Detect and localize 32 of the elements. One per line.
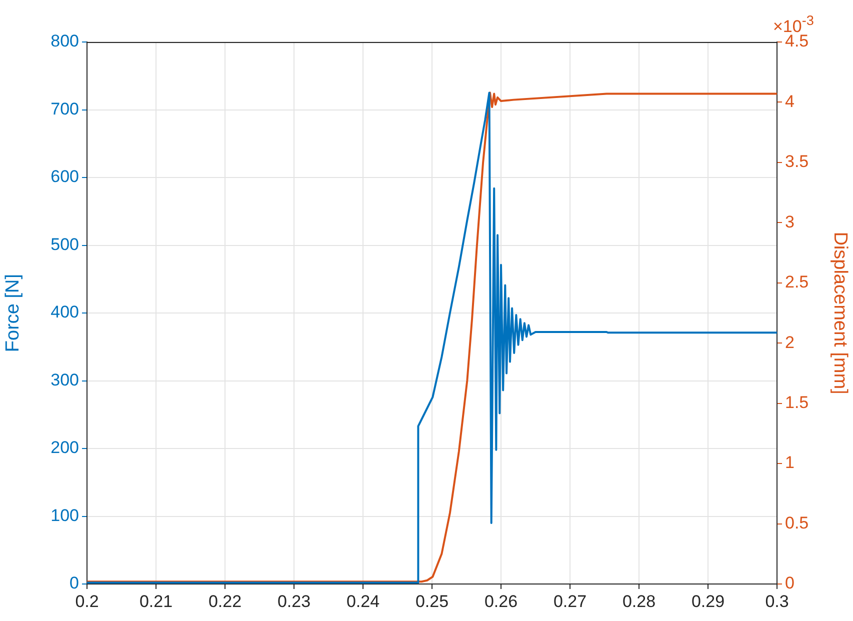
y2-tick-label: 3 (785, 212, 794, 232)
y2-axis-title: Displacement [mm] (829, 232, 850, 394)
x-tick-label: 0.3 (765, 592, 789, 611)
y2-tick-label: 4.5 (785, 32, 809, 51)
x-tick-label: 0.2 (75, 592, 99, 611)
x-tick-label: 0.28 (622, 592, 656, 611)
y-tick-label: 200 (50, 438, 79, 458)
y-tick-label: 700 (50, 99, 79, 118)
x-tick-label: 0.26 (484, 592, 518, 611)
x-tick-label: 0.22 (208, 592, 242, 611)
x-tick-label: 0.23 (277, 592, 311, 611)
y-tick-label: 0 (70, 574, 79, 593)
y-tick-label: 300 (50, 370, 79, 390)
y-tick-label: 400 (50, 302, 79, 322)
y2-tick-label: 1.5 (785, 393, 809, 412)
y2-tick-label: 0.5 (785, 513, 809, 532)
y2-tick-label: 1 (785, 453, 794, 472)
y-axis-title: Force [N] (2, 274, 24, 352)
y-tick-label: 100 (50, 506, 79, 525)
y2-tick-label: 4 (785, 92, 794, 111)
x-tick-label: 0.24 (346, 592, 380, 611)
y2-tick-label: 2.5 (785, 272, 809, 292)
y2-tick-label: 3.5 (785, 152, 809, 172)
x-tick-label: 0.25 (415, 592, 449, 611)
x-tick-label: 0.21 (139, 592, 173, 611)
x-tick-label: 0.27 (553, 592, 587, 611)
y-tick-label: 800 (50, 32, 79, 51)
y-tick-label: 500 (50, 234, 79, 254)
y2-tick-label: 2 (785, 332, 794, 352)
y-tick-label: 600 (50, 167, 79, 186)
y2-tick-label: 0 (785, 574, 794, 593)
x-tick-label: 0.29 (691, 592, 725, 611)
